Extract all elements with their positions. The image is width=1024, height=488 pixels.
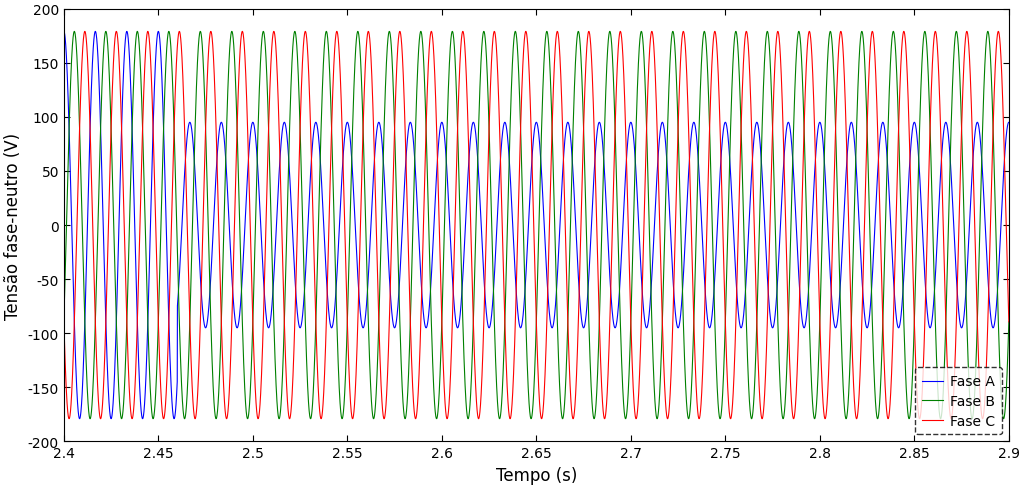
Fase B [1002,319,1015,325]
Fase C [243,168,255,174]
Fase A [697,257,710,263]
Fase C [945,416,957,422]
Fase A [710,256,722,262]
Legend: Fase A, Fase B, Fase C: Fase A, Fase B, Fase C [915,368,1001,435]
Fase B [957,202,970,207]
Line: Fase C: Fase C [63,32,1009,419]
Fase C [957,69,970,75]
Fase C [1002,319,1015,325]
Fase C [710,32,722,38]
Fase B [57,319,70,325]
Fase B [710,352,722,358]
Fase C [155,385,167,390]
Fase A [155,52,167,58]
X-axis label: Tempo (s): Tempo (s) [496,466,577,484]
Fase B [155,225,167,231]
Fase A [609,325,622,330]
Fase B [243,408,255,414]
Fase C [992,29,1005,35]
Fase A [957,317,970,323]
Fase B [609,148,622,154]
Fase A [1002,120,1015,126]
Fase C [609,112,622,118]
Y-axis label: Tensão fase-neutro (V): Tensão fase-neutro (V) [4,132,23,319]
Fase B [69,29,81,35]
Fase A [243,151,255,157]
Fase A [57,29,70,35]
Fase B [116,416,128,422]
Fase C [57,319,70,325]
Fase A [104,416,117,422]
Line: Fase B: Fase B [63,32,1009,419]
Line: Fase A: Fase A [63,32,1009,419]
Fase C [697,351,710,357]
Fase B [697,32,710,38]
